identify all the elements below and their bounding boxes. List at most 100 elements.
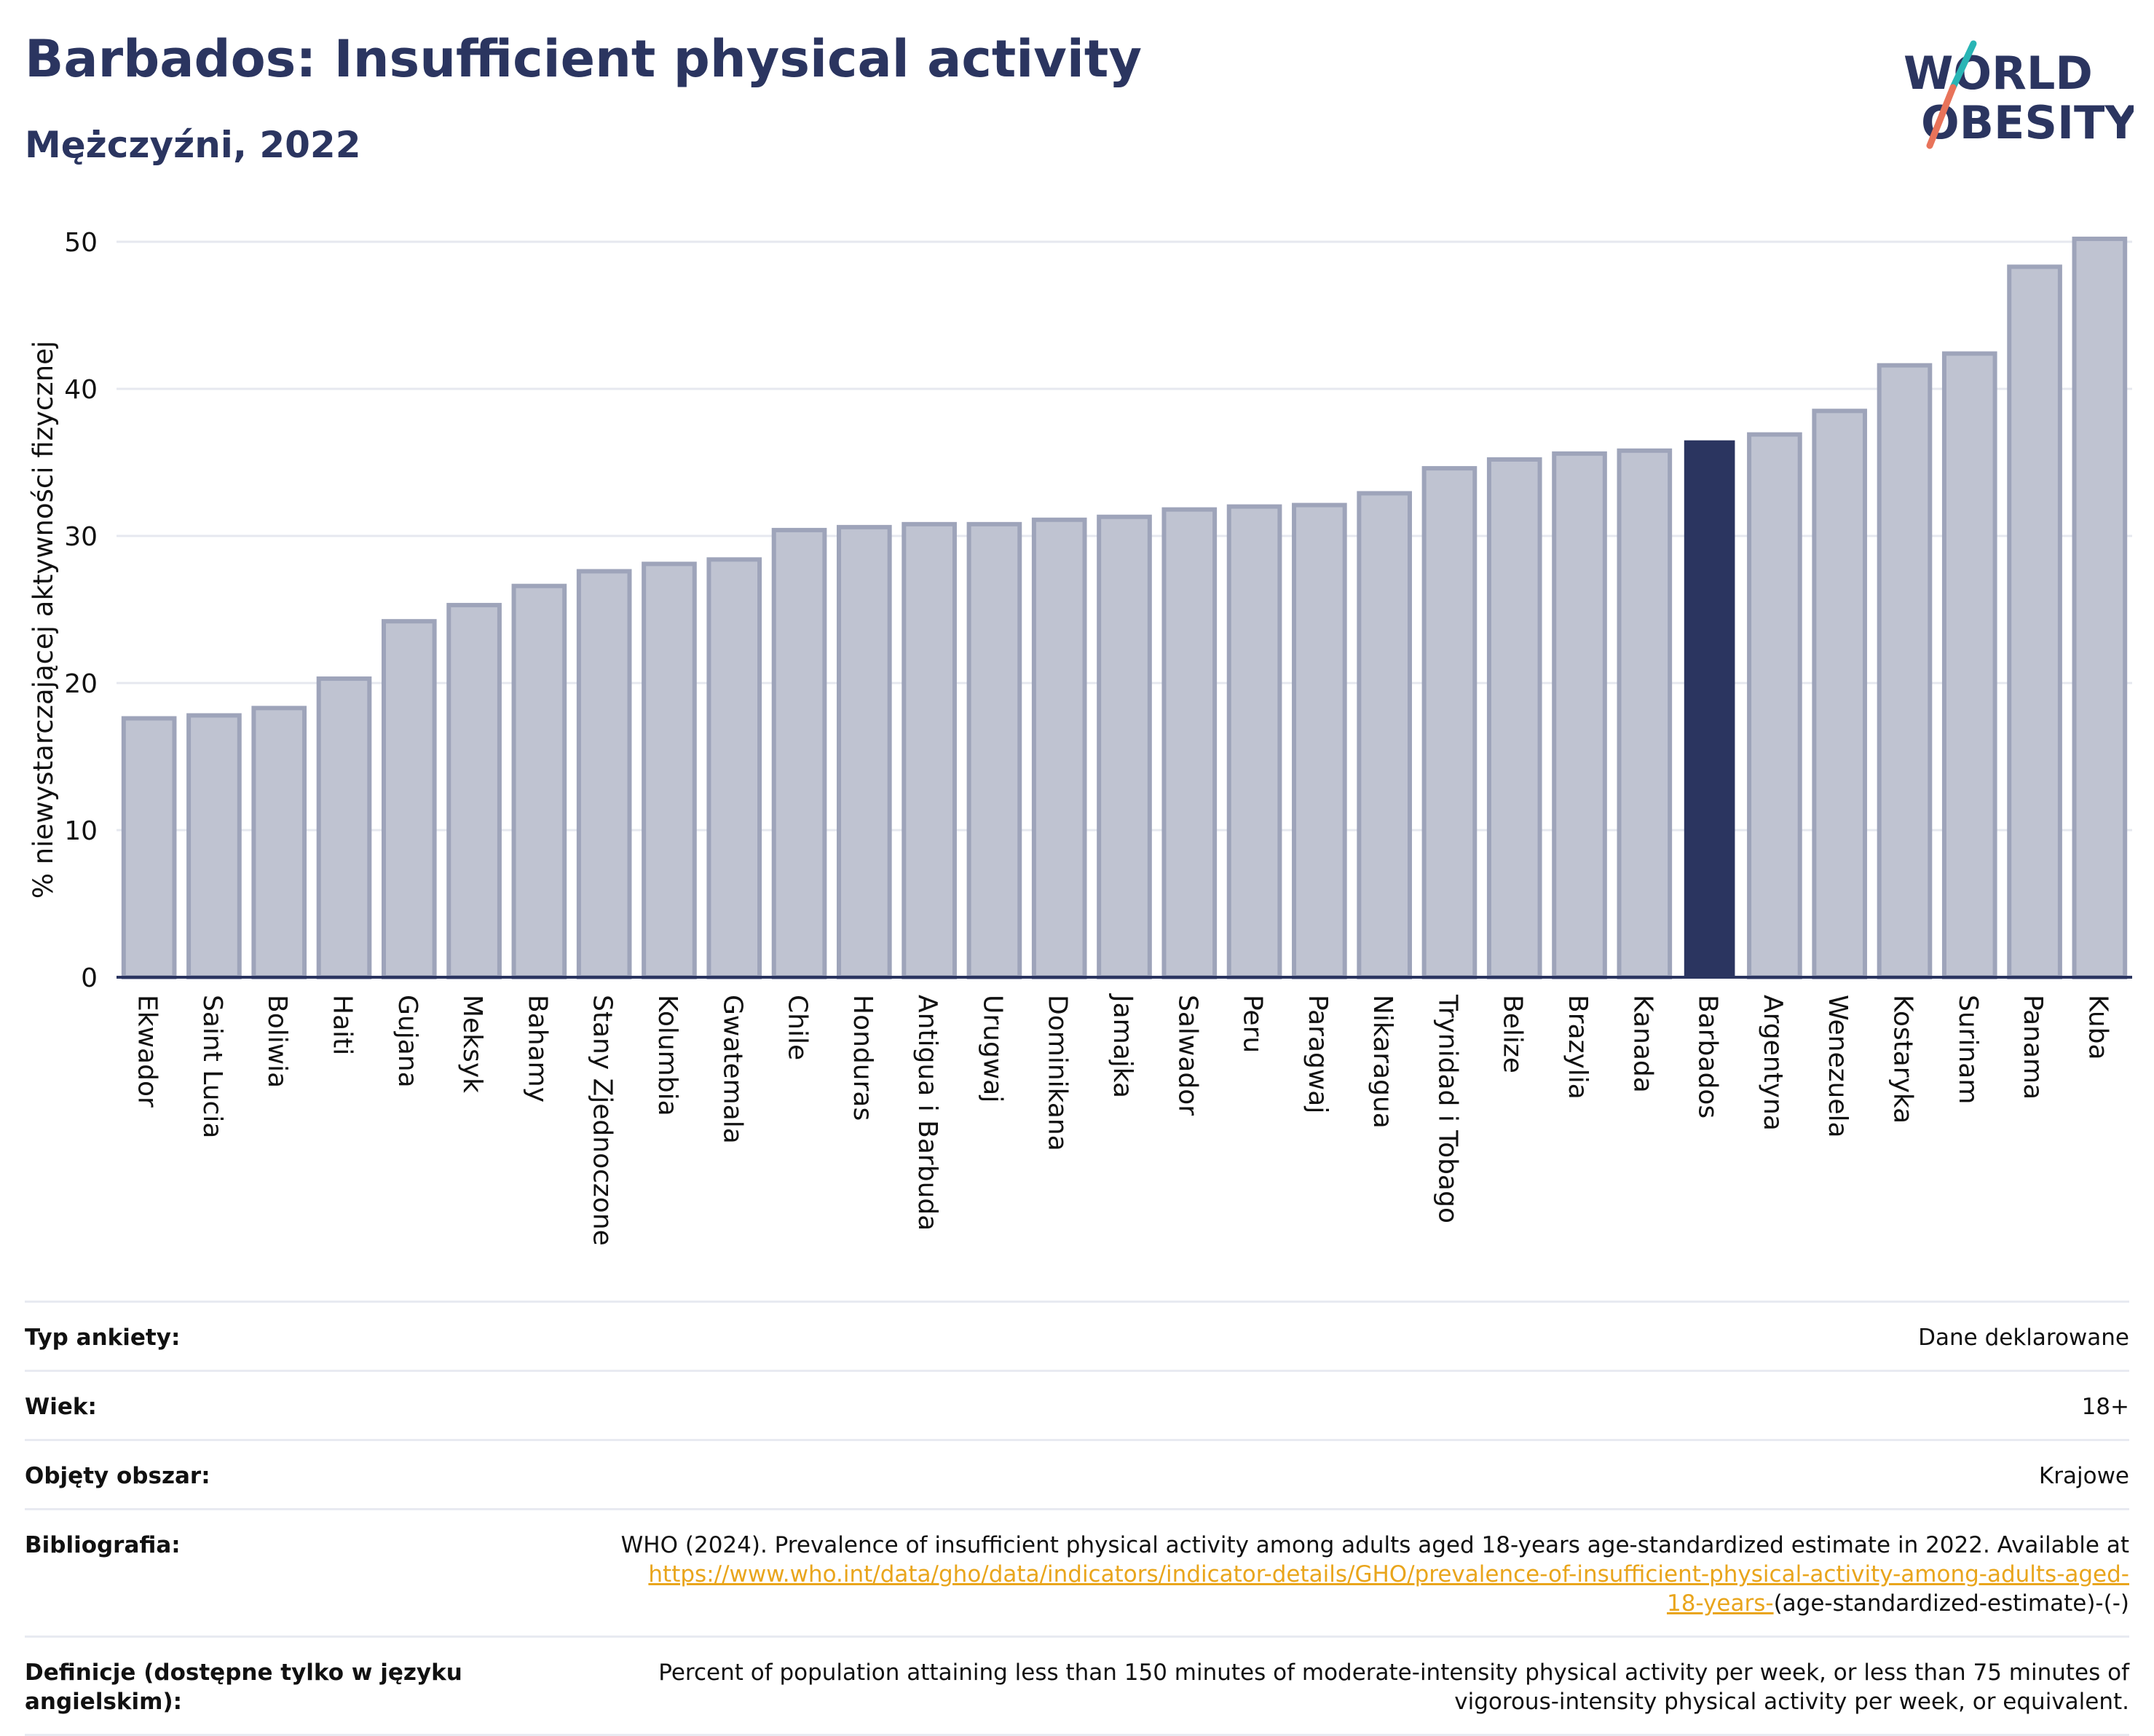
x-tick-label: Peru — [1238, 995, 1268, 1053]
meta-value: WHO (2024). Prevalence of insufficient p… — [476, 1531, 2129, 1618]
meta-label: Definicje (dostępne tylko w języku angie… — [25, 1660, 462, 1715]
logo-line-2: OBESITY — [1921, 96, 2134, 149]
y-tick-label: 10 — [64, 816, 98, 846]
bar — [1357, 491, 1412, 979]
x-tick-label: Brazylia — [1563, 995, 1593, 1100]
bar — [316, 676, 372, 979]
x-tick-label: Chile — [783, 995, 813, 1060]
y-tick-label: 50 — [64, 228, 98, 258]
bar — [251, 706, 307, 980]
meta-value: Percent of population attaining less tha… — [476, 1658, 2129, 1716]
bar — [576, 569, 632, 979]
bar — [1684, 440, 1735, 977]
bar — [446, 602, 502, 979]
definition-text-line-2: vigorous-intensity physical activity per… — [1454, 1689, 2129, 1715]
bar — [1941, 351, 1997, 979]
bar — [642, 561, 697, 979]
bar — [1747, 432, 1802, 979]
bar — [1421, 466, 1478, 979]
bar-chart: 0 10 20 30 40 50 Ekwador Saint Lucia Boliwia Hait… — [28, 228, 2132, 1246]
world-obesity-logo: WORLD OBESITY — [1904, 40, 2134, 149]
bibliography-suffix: (age-standardized-estimate)-(-) — [1773, 1590, 2129, 1617]
meta-label: Bibliografia: — [25, 1532, 181, 1558]
meta-row-age: Wiek: 18+ — [25, 1370, 2129, 1439]
bar — [902, 521, 957, 979]
x-tick-label: Boliwia — [262, 995, 292, 1088]
bar — [837, 524, 892, 979]
meta-row-bibliography: Bibliografia: WHO (2024). Prevalence of … — [25, 1508, 2129, 1636]
meta-row-definition: Definicje (dostępne tylko w języku angie… — [25, 1636, 2129, 1736]
x-tick-label: Kolumbia — [652, 995, 682, 1116]
x-tick-label: Trynidad i Tobago — [1432, 994, 1462, 1223]
logo-slash-coral — [1926, 84, 1957, 149]
definition-text-line-1: Percent of population attaining less tha… — [658, 1660, 2129, 1686]
x-tick-label: Stany Zjednoczone — [588, 995, 618, 1246]
page-title: Barbados: Insufficient physical activity — [25, 29, 1142, 89]
x-tick-label: Saint Lucia — [197, 995, 227, 1138]
logo-slash-teal — [1949, 40, 1977, 91]
bibliography-link-continued[interactable]: 18-years- — [1666, 1590, 1774, 1617]
bar — [381, 619, 437, 979]
bar — [1226, 504, 1282, 979]
x-tick-label: Nikaragua — [1368, 995, 1397, 1129]
meta-label: Wiek: — [25, 1394, 97, 1420]
page-subtitle: Mężczyźni, 2022 — [25, 124, 361, 166]
bar — [1097, 514, 1152, 979]
bar — [121, 716, 177, 979]
y-axis-label: % niewystarczającej aktywności fizycznej — [28, 341, 59, 899]
bar — [1552, 451, 1607, 979]
logo-line-1: WORLD — [1904, 47, 2093, 100]
x-tick-label: Paragwaj — [1303, 995, 1333, 1113]
meta-label: Objęty obszar: — [25, 1463, 210, 1489]
meta-row-area: Objęty obszar: Krajowe — [25, 1439, 2129, 1508]
bar — [1877, 363, 1933, 979]
x-tick-label: Gwatemala — [717, 995, 747, 1144]
x-tick-label: Honduras — [848, 995, 877, 1121]
x-tick-label: Antigua i Barbuda — [912, 995, 942, 1231]
bar — [1161, 507, 1218, 979]
meta-value: Dane deklarowane — [1918, 1325, 2129, 1351]
bar — [1292, 502, 1347, 979]
bar — [2007, 264, 2062, 979]
x-tick-label: Argentyna — [1758, 995, 1788, 1131]
bar — [966, 521, 1022, 979]
meta-row-survey-type: Typ ankiety: Dane deklarowane — [25, 1301, 2129, 1370]
x-tick-label: Wenezuela — [1823, 995, 1853, 1138]
y-tick-label: 20 — [64, 669, 98, 699]
bar — [511, 583, 567, 979]
bars — [121, 236, 2128, 980]
bar — [1617, 448, 1673, 979]
x-tick-label: Ekwador — [133, 995, 162, 1108]
x-tick-label: Panama — [2018, 995, 2048, 1100]
meta-value: 18+ — [2081, 1394, 2129, 1420]
x-tick-label: Kuba — [2083, 995, 2112, 1060]
axes: 0 10 20 30 40 50 Ekwador Saint Lucia Boliwia Hait… — [64, 228, 2132, 1246]
bibliography-text: WHO (2024). Prevalence of insufficient p… — [620, 1532, 2129, 1558]
bar — [2072, 236, 2128, 979]
bar — [1486, 457, 1542, 979]
x-tick-label: Barbados — [1693, 995, 1723, 1118]
metadata-table: Typ ankiety: Dane deklarowane Wiek: 18+ … — [25, 1301, 2129, 1736]
bar — [1031, 517, 1087, 979]
x-tick-label: Bahamy — [522, 995, 552, 1102]
x-tick-label: Dominikana — [1043, 995, 1073, 1151]
meta-label: Typ ankiety: — [25, 1325, 181, 1351]
x-tick-label: Jamajka — [1108, 993, 1137, 1098]
x-tick-label: Belize — [1498, 995, 1528, 1073]
x-tick-label: Urugwaj — [977, 995, 1007, 1102]
x-tick-label: Kanada — [1628, 995, 1657, 1093]
y-tick-label: 0 — [81, 963, 98, 993]
bar — [706, 557, 762, 979]
meta-value: Krajowe — [2038, 1463, 2129, 1489]
y-tick-label: 30 — [64, 522, 98, 552]
bar — [1812, 409, 1868, 979]
x-tick-label: Haiti — [328, 995, 358, 1055]
x-tick-label: Gujana — [392, 995, 422, 1088]
x-tick-label: Salwador — [1172, 995, 1202, 1116]
y-tick-label: 40 — [64, 375, 98, 405]
bibliography-link[interactable]: https://www.who.int/data/gho/data/indica… — [648, 1561, 2129, 1587]
x-tick-label: Meksyk — [457, 995, 487, 1093]
bar — [186, 713, 242, 979]
x-tick-label: Kostaryka — [1887, 995, 1917, 1124]
x-tick-label: Surinam — [1953, 995, 1983, 1104]
